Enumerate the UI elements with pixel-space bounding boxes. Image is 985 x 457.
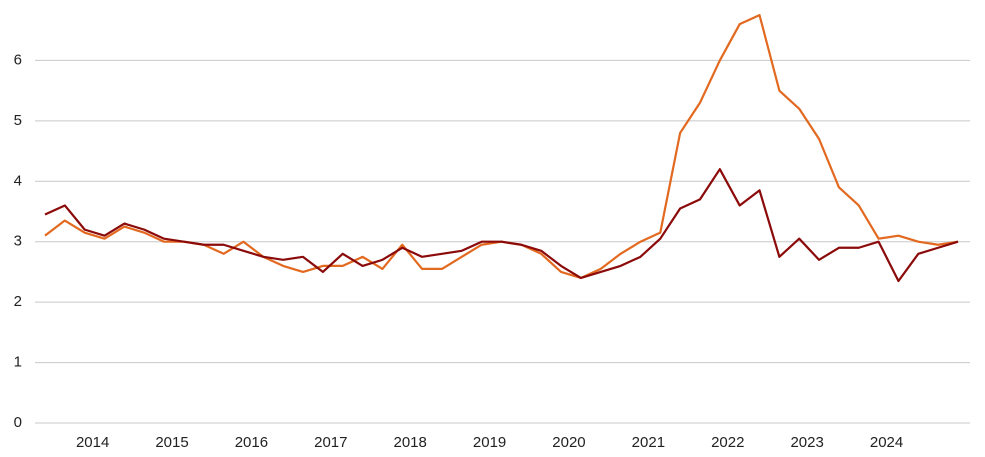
x-tick-label: 2022 (711, 434, 744, 451)
line-series (44, 14, 959, 280)
x-tick-label: 2014 (76, 434, 109, 451)
y-tick-label: 4 (14, 172, 22, 189)
x-tick-label: 2021 (632, 434, 665, 451)
y-tick-label: 0 (14, 414, 22, 431)
y-tick-label: 1 (14, 354, 22, 371)
x-tick-label: 2016 (235, 434, 268, 451)
x-tick-label: 2020 (552, 434, 585, 451)
x-tick-label: 2018 (394, 434, 427, 451)
line-series (44, 168, 959, 283)
x-tick-label: 2023 (790, 434, 823, 451)
y-tick-label: 6 (14, 51, 22, 68)
x-tick-label: 2015 (155, 434, 188, 451)
y-tick-label: 5 (14, 112, 22, 129)
x-tick-label: 2017 (314, 434, 347, 451)
x-tick-label: 2019 (473, 434, 506, 451)
y-tick-label: 3 (14, 233, 22, 250)
y-tick-label: 2 (14, 293, 22, 310)
x-tick-label: 2024 (870, 434, 903, 451)
